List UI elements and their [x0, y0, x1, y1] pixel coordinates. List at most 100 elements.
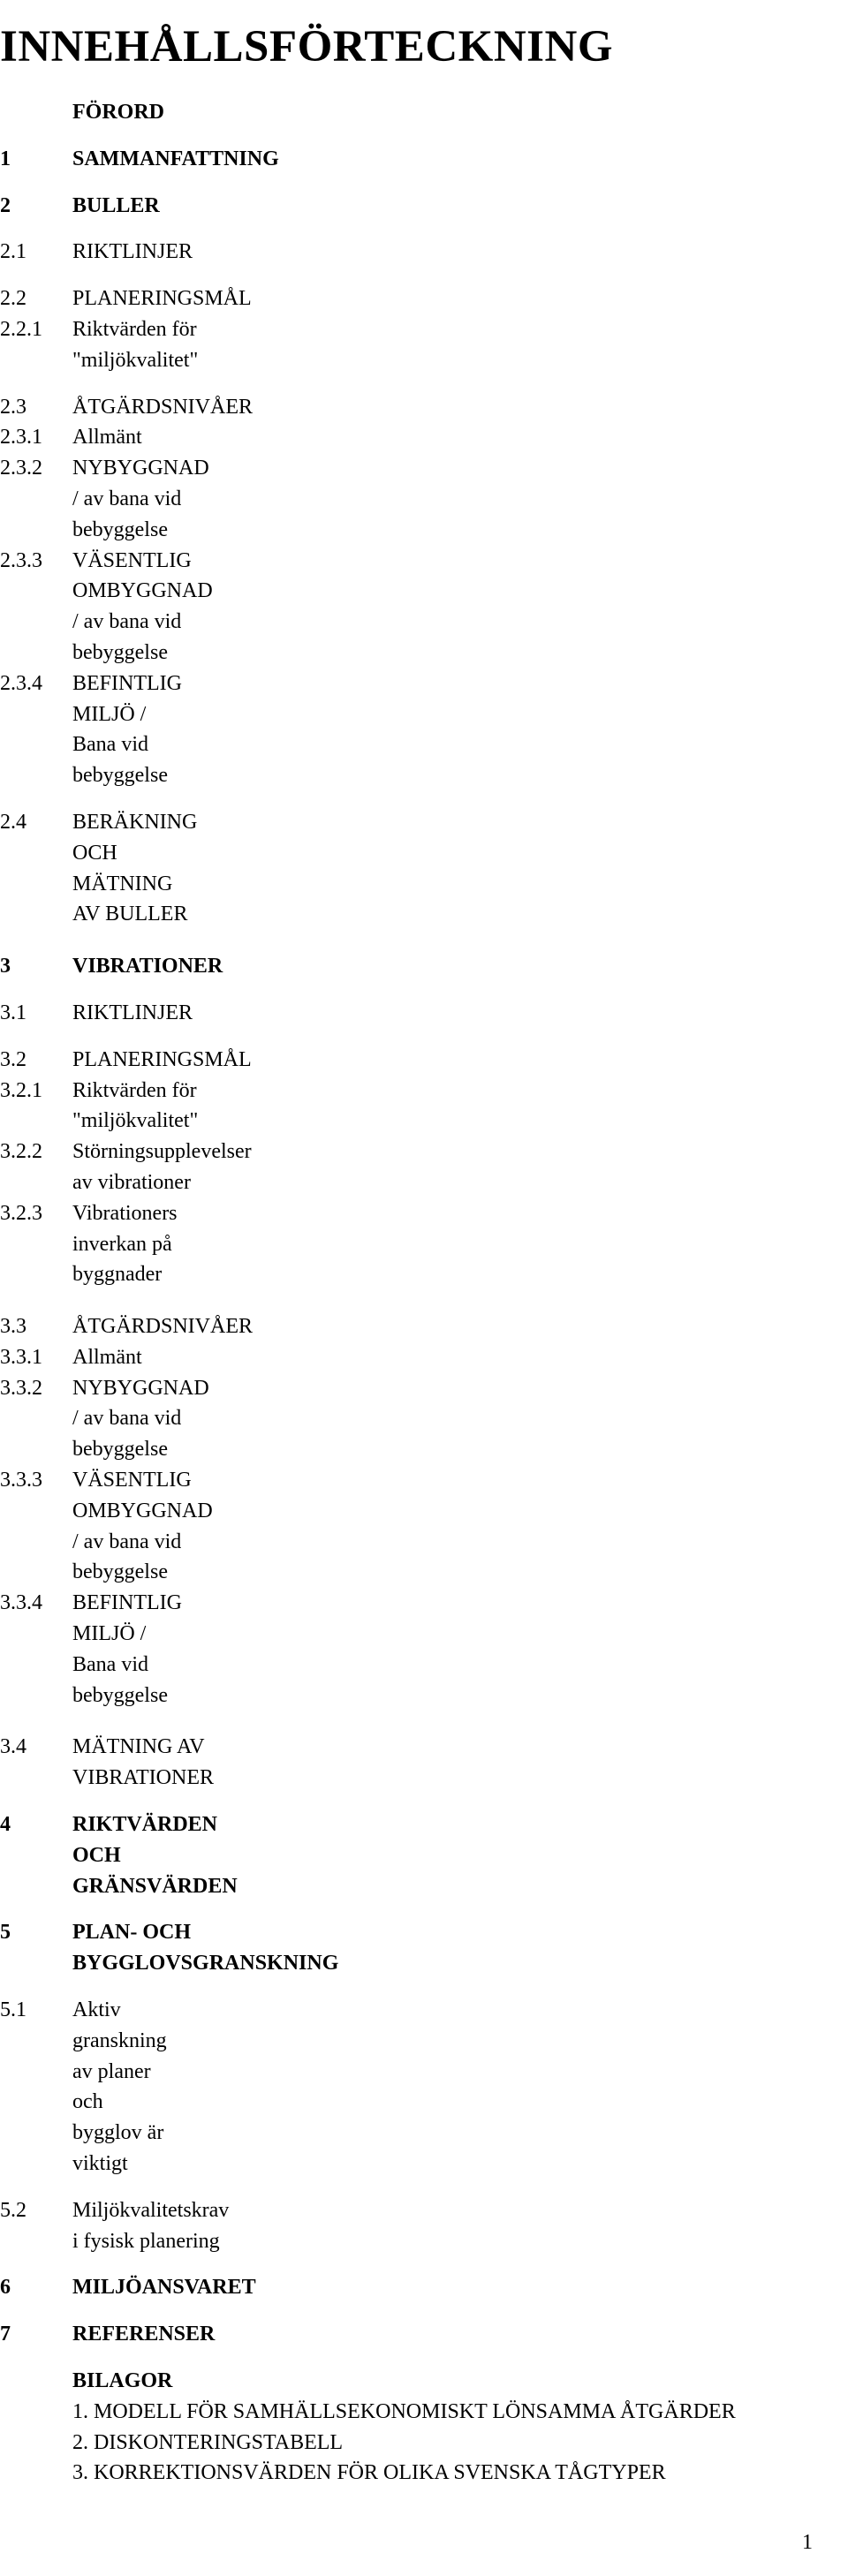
toc-entry: 2BULLER8: [0, 191, 816, 222]
toc-entry-label: VÄSENTLIG OMBYGGNAD / av bana vid bebygg…: [72, 546, 213, 669]
toc-entry-label: Riktvärden för "miljökvalitet": [72, 1076, 198, 1137]
toc-entry-number: 3.4: [0, 1732, 72, 1763]
toc-entry-label: VIBRATIONER: [72, 951, 223, 982]
toc-entry-number: 2.4: [0, 807, 72, 838]
toc-entry-label: ÅTGÄRDSNIVÅER: [72, 392, 253, 423]
toc-entry: 4RIKTVÄRDEN OCH GRÄNSVÄRDEN44: [0, 1809, 816, 1901]
toc-entry-label: Vibrationers inverkan på byggnader: [72, 1198, 178, 1290]
toc-entry: 3.2.1Riktvärden för "miljökvalitet"29: [0, 1076, 816, 1137]
toc-entry-number: 7: [0, 2319, 72, 2350]
toc-entry-number: 2.2.1: [0, 314, 72, 345]
bilagor-item: 3. KORREKTIONSVÄRDEN FÖR OLIKA SVENSKA T…: [72, 2458, 816, 2489]
toc-entry-page: 13: [142, 422, 848, 453]
toc-entry-page: 54: [256, 2272, 848, 2303]
toc-entry-label: RIKTLINJER: [72, 998, 193, 1029]
toc-entry-number: 3.3.3: [0, 1465, 72, 1496]
toc-entry-label: PLANERINGSMÅL: [72, 1045, 252, 1076]
toc-entry-number: 3: [0, 951, 72, 982]
toc-entry-label: SAMMANFATTNING: [72, 144, 279, 175]
toc-entry-page: 51: [229, 2195, 848, 2226]
toc-entry-page: 24: [182, 669, 848, 699]
toc-entry-number: 3.3: [0, 1311, 72, 1342]
toc-entry: 2.3.4BEFINTLIG MILJÖ / Bana vid bebyggel…: [0, 669, 816, 791]
toc-entry-number: 3.2.2: [0, 1137, 72, 1167]
toc-entry-number: 5.1: [0, 1995, 72, 2026]
toc-entry-page: 9: [198, 314, 848, 345]
toc-entry-page: 13: [253, 392, 848, 423]
toc-entry-page: 31: [178, 1198, 848, 1229]
toc-entry: 5PLAN- OCH BYGGLOVSGRANSKNING47: [0, 1917, 816, 1979]
toc-entry: 3.3.3VÄSENTLIG OMBYGGNAD / av bana vid b…: [0, 1465, 816, 1588]
toc-entry-label: Riktvärden för "miljökvalitet": [72, 314, 198, 376]
bilagor-item: 1. MODELL FÖR SAMHÄLLSEKONOMISKT LÖNSAMM…: [72, 2397, 816, 2428]
toc-entry-label: Miljökvalitetskrav i fysisk planering: [72, 2195, 229, 2257]
toc-entry-label: PLANERINGSMÅL: [72, 283, 252, 314]
toc-entry-label: Aktiv granskning av planer och bygglov ä…: [72, 1995, 167, 2179]
toc-entry-number: 2.3: [0, 392, 72, 423]
toc-entry: 2.3.1Allmänt13: [0, 422, 816, 453]
toc-entry: 2.4BERÄKNING OCH MÄTNING AV BULLER26: [0, 807, 816, 930]
toc-entry-page: 3: [164, 97, 848, 128]
toc-entry-page: 29: [252, 1045, 848, 1076]
toc-entry-number: 4: [0, 1809, 72, 1840]
toc-entry-page: 29: [198, 1076, 848, 1107]
toc-entry-label: BULLER: [72, 191, 160, 222]
toc-entry: 3.4MÄTNING AV VIBRATIONER40: [0, 1732, 816, 1794]
toc-entry: 2.3.2NYBYGGNAD / av bana vid bebyggelse1…: [0, 453, 816, 545]
toc-entry: 6MILJÖANSVARET54: [0, 2272, 816, 2303]
page-title: INNEHÅLLSFÖRTECKNING: [0, 21, 816, 72]
bilagor-heading: BILAGOR: [72, 2366, 172, 2397]
toc-entry-number: 2.3.4: [0, 669, 72, 699]
table-of-contents: FÖRORD31SAMMANFATTNING52BULLER82.1RIKTLI…: [0, 97, 816, 2350]
toc-entry-label: Allmänt: [72, 422, 142, 453]
toc-entry-number: 2.2: [0, 283, 72, 314]
toc-entry: 5.1Aktiv granskning av planer och bygglo…: [0, 1995, 816, 2179]
toc-entry: 2.2.1Riktvärden för "miljökvalitet"9: [0, 314, 816, 376]
toc-entry: 3.3.2NYBYGGNAD / av bana vid bebyggelse3…: [0, 1373, 816, 1465]
toc-entry-label: BERÄKNING OCH MÄTNING AV BULLER: [72, 807, 197, 930]
toc-entry-page: 28: [223, 951, 848, 982]
toc-entry: 3.1RIKTLINJER28: [0, 998, 816, 1029]
toc-entry-page: 18: [209, 453, 848, 484]
toc-entry-number: 2.3.3: [0, 546, 72, 577]
toc-entry-label: RIKTLINJER: [72, 237, 193, 268]
toc-entry: 1SAMMANFATTNING5: [0, 144, 816, 175]
toc-entry: 3.2PLANERINGSMÅL29: [0, 1045, 816, 1076]
toc-entry-page: 8: [160, 191, 848, 222]
toc-entry: 3.2.3Vibrationers inverkan på byggnader3…: [0, 1198, 816, 1290]
toc-entry-label: MÄTNING AV VIBRATIONER: [72, 1732, 214, 1794]
toc-entry-page: 38: [182, 1588, 848, 1619]
toc-entry: 2.2PLANERINGSMÅL9: [0, 283, 816, 314]
bilagor-heading-row: BILAGOR: [0, 2366, 816, 2397]
toc-entry: 3.3.4BEFINTLIG MILJÖ / Bana vid bebyggel…: [0, 1588, 816, 1711]
toc-entry: 2.1RIKTLINJER8: [0, 237, 816, 268]
toc-entry-page: 40: [214, 1732, 848, 1763]
toc-entry-number: 3.3.4: [0, 1588, 72, 1619]
toc-entry-page: 36: [209, 1373, 848, 1404]
toc-entry: 7REFERENSER57: [0, 2319, 816, 2350]
toc-entry-page: 47: [338, 1917, 848, 1948]
toc-entry-page: 8: [193, 237, 848, 268]
footer-page-number: 1: [0, 2531, 816, 2555]
toc-entry-page: 26: [197, 807, 848, 838]
toc-entry-label: NYBYGGNAD / av bana vid bebyggelse: [72, 453, 209, 545]
toc-entry-page: 29: [252, 1137, 848, 1167]
toc-entry-page: 21: [213, 546, 848, 577]
toc-entry-label: Störningsupplevelser av vibrationer: [72, 1137, 252, 1198]
toc-entry-number: 2.1: [0, 237, 72, 268]
toc-entry-label: MILJÖANSVARET: [72, 2272, 256, 2303]
toc-entry-number: 2.3.2: [0, 453, 72, 484]
toc-entry: 2.3ÅTGÄRDSNIVÅER13: [0, 392, 816, 423]
toc-entry-number: 3.3.1: [0, 1342, 72, 1373]
toc-entry-label: ÅTGÄRDSNIVÅER: [72, 1311, 253, 1342]
toc-entry-page: 28: [193, 998, 848, 1029]
toc-entry: 2.3.3VÄSENTLIG OMBYGGNAD / av bana vid b…: [0, 546, 816, 669]
toc-entry-page: 33: [253, 1311, 848, 1342]
toc-entry: 3VIBRATIONER28: [0, 951, 816, 982]
toc-entry-number: 2.3.1: [0, 422, 72, 453]
toc-entry: 3.3.1Allmänt33: [0, 1342, 816, 1373]
toc-entry-label: RIKTVÄRDEN OCH GRÄNSVÄRDEN: [72, 1809, 238, 1901]
toc-entry-label: FÖRORD: [72, 97, 164, 128]
toc-entry-number: 5: [0, 1917, 72, 1948]
toc-entry: 5.2Miljökvalitetskrav i fysisk planering…: [0, 2195, 816, 2257]
